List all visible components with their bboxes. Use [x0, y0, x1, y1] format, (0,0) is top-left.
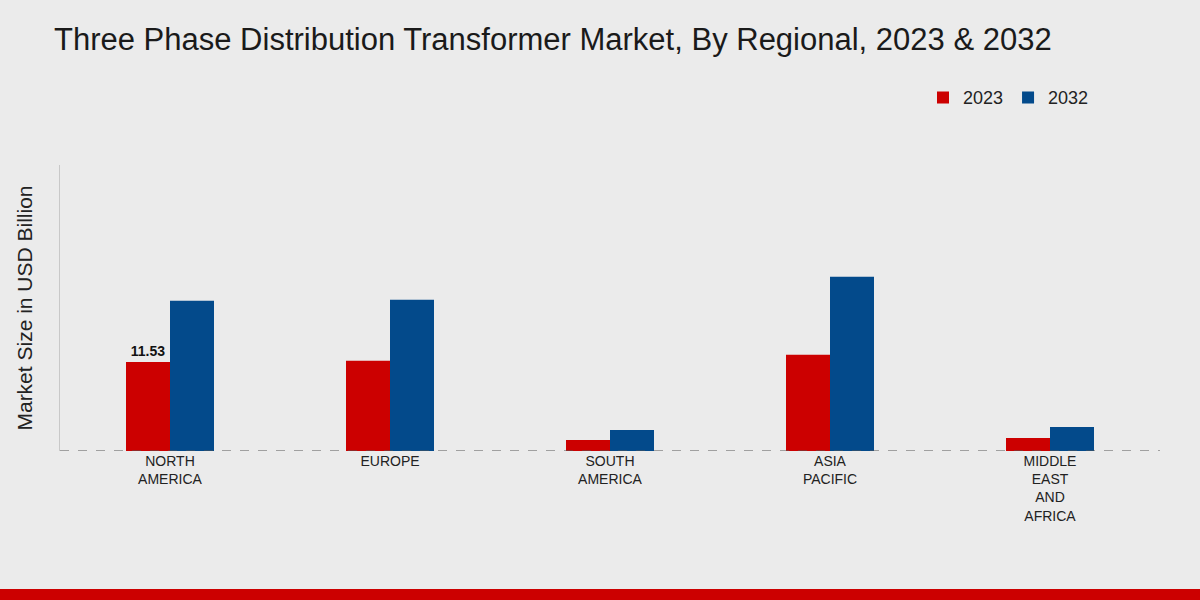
svg-text:EUROPE: EUROPE	[360, 453, 419, 469]
svg-text:2023: 2023	[963, 88, 1003, 108]
svg-text:2032: 2032	[1048, 88, 1088, 108]
svg-text:NORTHAMERICA: NORTHAMERICA	[138, 453, 202, 487]
svg-text:11.53: 11.53	[131, 343, 165, 359]
svg-text:SOUTHAMERICA: SOUTHAMERICA	[578, 453, 642, 487]
svg-text:ASIAPACIFIC: ASIAPACIFIC	[803, 453, 857, 487]
svg-text:MIDDLEEASTANDAFRICA: MIDDLEEASTANDAFRICA	[1024, 453, 1077, 524]
svg-text:Market Size in USD Billion: Market Size in USD Billion	[13, 185, 36, 430]
svg-text:Three Phase Distribution Trans: Three Phase Distribution Transformer Mar…	[54, 22, 1052, 57]
